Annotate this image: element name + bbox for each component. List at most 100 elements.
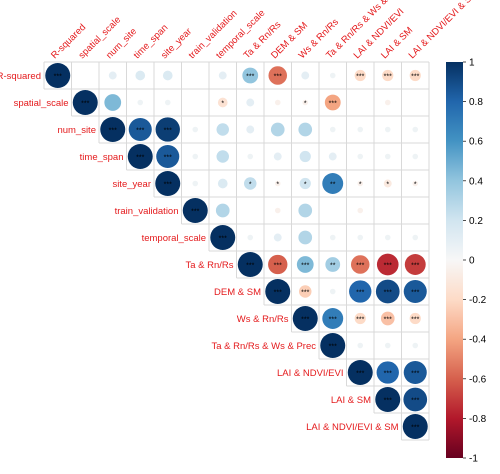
corr-circle — [164, 99, 171, 106]
corr-circle — [299, 150, 311, 163]
row-label: DEM & SM — [214, 287, 261, 298]
corr-circle — [244, 177, 257, 190]
corr-circle — [329, 126, 336, 133]
significance-mark: *** — [54, 74, 62, 81]
corr-circle — [242, 67, 259, 84]
corr-circle — [376, 361, 399, 384]
corr-circle — [246, 98, 255, 107]
row-labels: R-squared spatial_scale num_site time_spans… — [0, 71, 399, 433]
corr-circle — [216, 150, 229, 163]
corr-circle — [298, 122, 313, 137]
corr-circle — [384, 126, 391, 133]
corr-circle — [192, 126, 199, 133]
corr-circle — [72, 90, 98, 115]
column-labels: R-squaredspatial_scalenum_sitetime_spans… — [49, 0, 480, 61]
colorbar-tick-label: 0.2 — [469, 216, 483, 227]
significance-mark: *** — [411, 263, 419, 270]
significance-mark: *** — [384, 290, 392, 297]
significance-mark: *** — [136, 128, 144, 135]
significance-mark: *** — [411, 425, 419, 432]
corr-circle — [127, 144, 153, 169]
corr-circle — [403, 387, 428, 412]
corr-circle — [268, 66, 288, 85]
colorbar-tick-label: -1 — [469, 454, 478, 465]
corr-circle — [322, 308, 344, 329]
corr-circle — [108, 71, 117, 80]
significance-mark: *** — [274, 74, 282, 81]
column-label: LAI & NDVI/EVI & SM — [407, 0, 480, 61]
significance-mark: *** — [356, 290, 364, 297]
corr-circle — [384, 234, 391, 241]
colorbar-tick-label: -0.2 — [469, 295, 487, 306]
corr-circle — [320, 333, 346, 358]
colorbar-gradient — [446, 62, 463, 458]
corr-circle — [216, 123, 229, 136]
corr-circle — [45, 63, 71, 88]
row-label: site_year — [112, 179, 151, 190]
significance-mark: *** — [109, 128, 117, 135]
significance-mark: *** — [411, 290, 419, 297]
corr-circle — [299, 177, 311, 190]
colorbar-tick-label: 1 — [469, 58, 475, 69]
significance-mark: *** — [411, 74, 419, 81]
corr-circle — [403, 360, 427, 385]
corr-circle — [376, 253, 399, 276]
corr-circle — [402, 414, 428, 439]
significance-mark: *** — [384, 263, 392, 270]
significance-mark: * — [249, 182, 252, 189]
corr-circle — [247, 153, 254, 160]
corr-circle — [375, 279, 400, 304]
corr-circle — [375, 387, 401, 412]
colorbar-tick-label: -0.4 — [469, 335, 487, 346]
colorbar-tick-label: 0.8 — [469, 97, 483, 108]
significance-mark: *** — [136, 155, 144, 162]
significance-mark: * — [304, 101, 307, 108]
corr-circle — [412, 126, 419, 133]
corr-circle — [274, 207, 281, 214]
corr-circle — [192, 153, 199, 160]
significance-mark: *** — [384, 317, 392, 324]
row-label: LAI & NDVI/EVI & SM — [306, 422, 398, 433]
corr-circle — [162, 70, 173, 81]
corr-circle — [382, 69, 394, 82]
significance-mark: * — [386, 182, 389, 189]
corr-circle — [347, 360, 373, 385]
corr-circle — [273, 233, 282, 242]
corr-circle — [218, 71, 227, 80]
significance-mark: *** — [191, 209, 199, 216]
significance-mark: *** — [301, 263, 309, 270]
corr-circle — [301, 71, 310, 80]
row-label: Ta & Rn/Rs & Ws & Prec — [211, 341, 316, 352]
corr-circle — [354, 69, 366, 82]
corr-circle — [296, 256, 314, 273]
row-label: time_span — [80, 152, 124, 163]
significance-mark: *** — [411, 398, 419, 405]
colorbar-tick-label: 0 — [469, 256, 475, 267]
significance-mark: * — [276, 182, 279, 189]
corr-circle — [265, 279, 291, 304]
colorbar-tick-label: 0.6 — [469, 137, 483, 148]
significance-mark: ** — [330, 182, 336, 189]
corr-circle — [383, 179, 392, 188]
significance-mark: *** — [411, 371, 419, 378]
corr-circle — [247, 234, 254, 241]
row-label: LAI & NDVI/EVI — [277, 368, 344, 379]
significance-mark: *** — [384, 371, 392, 378]
colorbar-tick-label: -0.6 — [469, 374, 487, 385]
corr-circle — [215, 203, 230, 218]
significance-mark: *** — [219, 236, 227, 243]
significance-mark: *** — [329, 101, 337, 108]
corr-circle — [135, 70, 146, 81]
corr-circle — [217, 178, 228, 189]
corr-circle — [292, 306, 318, 331]
corr-circle — [274, 180, 281, 187]
significance-mark: * — [359, 182, 362, 189]
corr-circle — [329, 288, 336, 295]
significance-mark: * — [221, 101, 224, 108]
corr-circle — [274, 99, 281, 106]
row-label: num_site — [57, 125, 96, 136]
correlation-cells: *** *** *** *** *** ****** * * ****** *** ****** **… — [45, 63, 428, 439]
significance-mark: *** — [246, 74, 254, 81]
corr-circle — [357, 153, 364, 160]
